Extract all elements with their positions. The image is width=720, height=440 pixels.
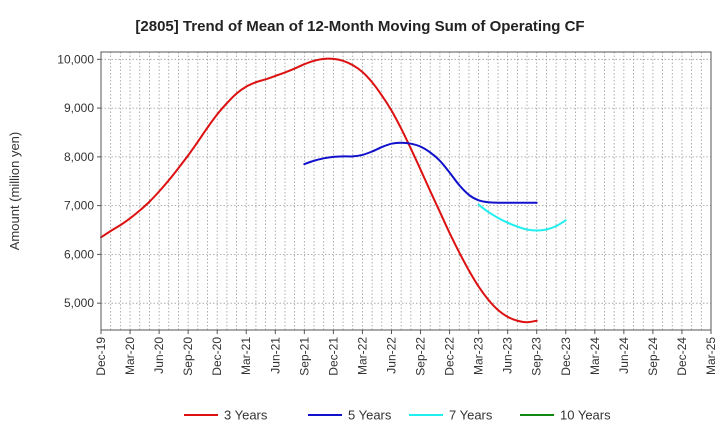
grid-lines — [100, 52, 712, 330]
y-tick-label: 7,000 — [64, 199, 94, 213]
x-tick-label: Sep-20 — [181, 337, 195, 376]
plot-frame — [100, 51, 712, 331]
series-lines — [100, 57, 567, 324]
x-tick-label: Sep-24 — [646, 337, 660, 376]
legend-label-7-years: 7 Years — [449, 408, 493, 423]
x-tick-label: Sep-23 — [530, 337, 544, 376]
x-tick-label: Mar-20 — [123, 337, 137, 375]
y-tick-label: 8,000 — [64, 150, 94, 164]
series-line-5-years — [303, 141, 538, 204]
x-tick-label: Jun-23 — [501, 337, 515, 374]
x-tick-label: Jun-20 — [152, 337, 166, 374]
x-tick-label: Dec-20 — [210, 337, 224, 376]
legend-label-5-years: 5 Years — [348, 408, 392, 423]
y-tick-label: 6,000 — [64, 247, 94, 261]
x-tick-label: Jun-24 — [617, 337, 631, 374]
chart-title: [2805] Trend of Mean of 12-Month Moving … — [135, 18, 584, 35]
x-tick-label: Sep-21 — [297, 337, 311, 376]
y-tick-label: 10,000 — [57, 52, 94, 66]
y-tick-label: 5,000 — [64, 296, 94, 310]
x-tick-label: Mar-21 — [239, 337, 253, 375]
x-tick-label: Dec-21 — [326, 337, 340, 376]
y-axis-ticks: 5,000 6,000 7,000 8,000 9,000 10,000 — [57, 52, 101, 310]
y-axis-label: Amount (million yen) — [7, 132, 22, 251]
series-line-7-years — [477, 203, 567, 232]
x-tick-label: Mar-23 — [472, 337, 486, 375]
x-tick-label: Mar-25 — [704, 337, 718, 375]
x-tick-label: Jun-21 — [268, 337, 282, 374]
legend-label-3-years: 3 Years — [224, 408, 268, 423]
x-tick-label: Mar-22 — [355, 337, 369, 375]
x-axis-ticks: Dec-19 Mar-20 Jun-20 Sep-20 Dec-20 Mar-21 Jun-… — [94, 330, 718, 376]
x-tick-label: Dec-24 — [675, 337, 689, 376]
legend-label-10-years: 10 Years — [560, 408, 611, 423]
series-line-3-years — [100, 57, 538, 324]
x-tick-label: Dec-19 — [94, 337, 108, 376]
x-tick-label: Mar-24 — [588, 337, 602, 375]
x-tick-label: Jun-22 — [384, 337, 398, 374]
x-tick-label: Dec-23 — [559, 337, 573, 376]
x-tick-label: Sep-22 — [414, 337, 428, 376]
y-tick-label: 9,000 — [64, 101, 94, 115]
x-tick-label: Dec-22 — [443, 337, 457, 376]
legend: 3 Years 5 Years 7 Years 10 Years — [184, 408, 611, 423]
